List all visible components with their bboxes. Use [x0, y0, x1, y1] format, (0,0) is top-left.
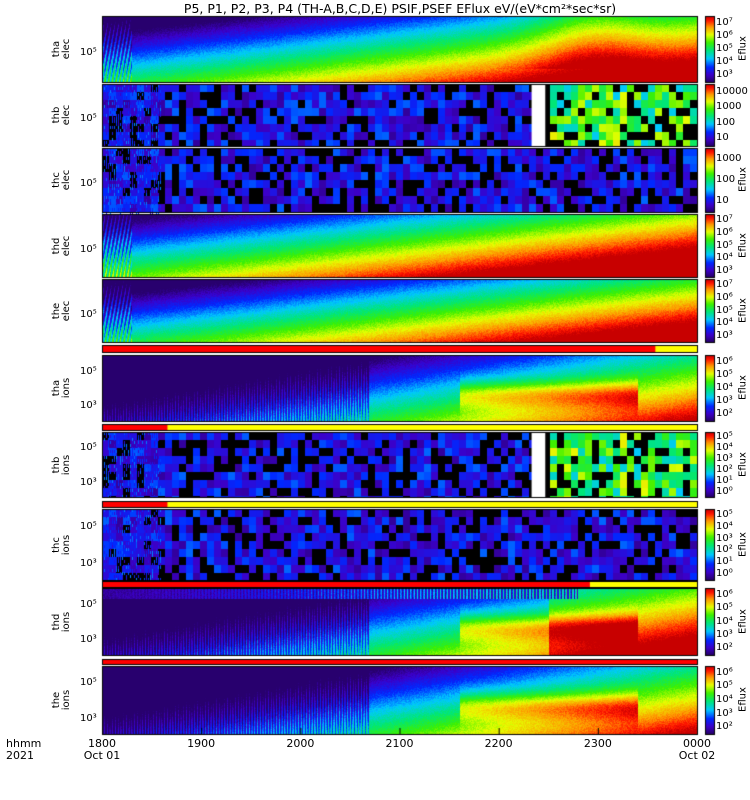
colorbar-tick: 10²	[716, 408, 733, 420]
colorbar-tick: 10⁶	[716, 355, 733, 367]
colorbar-tick: 10⁵	[716, 508, 733, 520]
colorbar-tick: 10⁶	[716, 29, 733, 41]
colorbar-title: Eflux	[737, 375, 749, 400]
colorbar-tick: 1000	[716, 152, 742, 164]
y-tick-label: 10⁵	[80, 598, 97, 610]
colorbar-tick: 10⁰	[716, 568, 733, 580]
colorbar-tick: 10	[716, 132, 729, 144]
colorbar-tick: 10⁶	[716, 291, 733, 303]
colorbar-tick: 10²	[716, 642, 733, 654]
colorbar-tick: 10⁴	[716, 520, 733, 532]
colorbar-tick: 10²	[716, 721, 733, 733]
colorbar-title: Eflux	[737, 451, 749, 477]
colorbar-tick: 100	[716, 174, 736, 185]
x-tick-label: 2200	[484, 737, 513, 750]
colorbar-tick: 10³	[716, 453, 733, 465]
colorbar-title: Eflux	[737, 167, 749, 192]
colorbar-title: Eflux	[737, 531, 749, 557]
panel-ylabel: tha ions	[51, 377, 72, 399]
colorbar-tick: 10⁴	[716, 615, 733, 627]
colorbar-tick: 10³	[716, 628, 733, 640]
x-tick-label: 1900	[187, 737, 216, 750]
y-tick-label: 10⁵	[80, 178, 97, 189]
colorbar-tick: 10⁷	[716, 16, 733, 28]
colorbar-tick: 10³	[716, 264, 733, 276]
colorbar-title: Eflux	[737, 608, 749, 634]
colorbar-tick: 10⁴	[716, 442, 733, 454]
colorbar-tick: 10⁵	[716, 431, 733, 443]
x-tick-label: 1800	[88, 737, 116, 750]
colorbar-tick: 10⁷	[716, 279, 733, 291]
panel-ylabel: tha elec	[51, 38, 72, 60]
y-tick-label: 10⁵	[80, 308, 97, 320]
panel-ylabel: the elec	[51, 300, 72, 321]
colorbar-tick: 10⁵	[716, 680, 733, 692]
x-tick-label: 2100	[385, 737, 414, 750]
y-tick-label: 10³	[80, 476, 97, 488]
colorbar-tick: 10⁵	[716, 602, 733, 614]
colorbar-tick: 10⁶	[716, 226, 733, 238]
colorbar-tick: 10⁶	[716, 666, 733, 678]
colorbar-tick: 10⁴	[716, 252, 733, 264]
colorbar-tick: 10000	[716, 85, 748, 97]
panel-ylabel: the ions	[51, 689, 72, 711]
colorbar-tick: 10³	[716, 707, 733, 719]
y-tick-label: 10³	[80, 558, 97, 570]
time-format-label: hhmm	[6, 737, 42, 750]
panel-ylabel: thb elec	[51, 104, 72, 126]
chart-title: P5, P1, P2, P3, P4 (TH-A,B,C,D,E) PSIF,P…	[183, 1, 617, 16]
colorbar-tick: 10	[716, 195, 729, 207]
y-tick-label: 10⁵	[80, 520, 97, 532]
colorbar-tick: 10⁴	[716, 694, 733, 705]
colorbar-tick: 10³	[716, 395, 733, 407]
colorbar-title: Eflux	[737, 297, 749, 323]
year-label: 2021	[6, 749, 34, 762]
x-date-start: Oct 01	[83, 749, 121, 762]
panel-ylabel: thc ions	[51, 534, 72, 555]
y-tick-label: 10⁵	[80, 243, 97, 255]
y-tick-label: 10⁵	[80, 113, 97, 124]
panel-ylabel: thd elec	[51, 235, 72, 256]
colorbar-title: Eflux	[737, 687, 749, 712]
panel-ylabel: thc elec	[51, 169, 72, 191]
colorbar-tick: 10⁰	[716, 485, 733, 497]
colorbar-tick: 10⁴	[716, 382, 733, 393]
colorbar-tick: 10⁷	[716, 214, 733, 226]
colorbar-title: Eflux	[737, 36, 749, 61]
colorbar-tick: 10¹	[716, 474, 733, 486]
colorbar-tick: 10²	[716, 463, 733, 475]
colorbar-tick: 1000	[716, 101, 742, 113]
y-tick-label: 10³	[80, 400, 97, 412]
x-tick-label: 2000	[286, 737, 315, 750]
y-tick-label: 10⁵	[80, 677, 97, 688]
y-tick-label: 10⁵	[80, 47, 97, 58]
colorbar-tick: 10³	[716, 69, 733, 81]
colorbar-tick: 10³	[716, 329, 733, 341]
y-tick-label: 10⁵	[80, 442, 97, 454]
colorbar-tick: 10⁵	[716, 368, 733, 380]
colorbar-tick: 100	[716, 116, 736, 128]
panel-ylabel: thd ions	[51, 611, 72, 632]
colorbar-tick: 10⁴	[716, 317, 733, 329]
colorbar-tick: 10¹	[716, 556, 733, 568]
panel-ylabel: thb ions	[51, 454, 72, 475]
colorbar-tick: 10⁴	[716, 56, 733, 68]
colorbar-tick: 10²	[716, 544, 733, 556]
y-tick-label: 10³	[80, 713, 97, 725]
colorbar-title: Eflux	[737, 232, 749, 258]
y-tick-label: 10³	[80, 634, 97, 646]
x-tick-label: 0000	[683, 737, 711, 750]
colorbar-tick: 10⁵	[716, 304, 733, 316]
colorbar-tick: 10³	[716, 532, 733, 544]
x-date-end: Oct 02	[678, 749, 716, 762]
colorbar-tick: 10⁵	[716, 43, 733, 54]
colorbar-tick: 10⁶	[716, 588, 733, 600]
colorbar-tick: 10⁵	[716, 239, 733, 251]
corner-time-label: hhmm 2021	[6, 738, 41, 762]
x-tick-label: 2300	[583, 737, 612, 750]
y-tick-label: 10⁵	[80, 365, 97, 377]
